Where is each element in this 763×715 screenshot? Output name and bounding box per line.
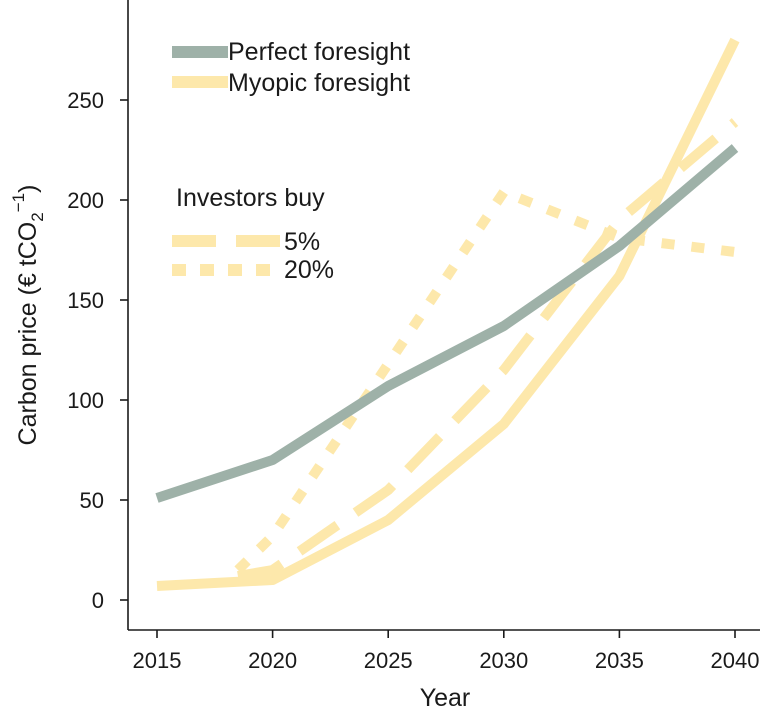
y-tick-label: 100 (67, 388, 104, 413)
legend-perfect-label: Perfect foresight (228, 38, 410, 66)
ticks: 2015 2020 2025 2030 2035 2040 0 50 100 150 200 250 (67, 88, 759, 673)
y-tick-label: 250 (67, 88, 104, 113)
series-line-myopic-dotted (234, 187, 736, 574)
x-tick-label: 2030 (479, 648, 528, 673)
y-tick-label: 50 (80, 488, 104, 513)
y-tick-label: 200 (67, 188, 104, 213)
series-line-perfect-solid (155, 144, 739, 503)
series-line-myopic-dashed (237, 118, 739, 581)
x-tick-label: 2035 (595, 648, 644, 673)
legend: Perfect foresight Myopic foresight Inves… (172, 38, 410, 284)
y-tick-label: 0 (92, 588, 104, 613)
y-axis-title: Carbon price (€ tCO2−1) (9, 185, 47, 446)
legend-dotted-label: 20% (284, 256, 334, 284)
legend-myopic-label: Myopic foresight (228, 69, 410, 97)
series-line-myopic-solid (156, 37, 740, 591)
series-lines (155, 37, 740, 591)
y-axis-title-sub: 2 (28, 212, 47, 221)
y-axis-title-sup: −1 (9, 193, 28, 212)
x-tick-label: 2015 (133, 648, 182, 673)
x-tick-label: 2025 (364, 648, 413, 673)
x-axis-title: Year (420, 684, 471, 712)
legend-investors-title: Investors buy (176, 184, 325, 212)
x-tick-label: 2020 (248, 648, 297, 673)
y-axis-title-close: ) (14, 185, 42, 193)
axes (127, 0, 760, 631)
legend-dashed-label: 5% (284, 228, 320, 256)
y-axis-title-main: Carbon price (€ tCO (14, 222, 42, 446)
y-tick-label: 150 (67, 288, 104, 313)
x-tick-label: 2040 (711, 648, 760, 673)
